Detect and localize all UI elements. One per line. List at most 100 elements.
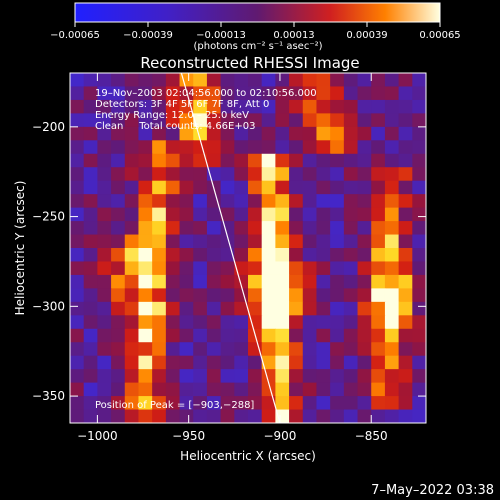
heatmap-cell	[124, 113, 140, 128]
heatmap-cell	[261, 355, 276, 370]
heatmap-cell	[343, 369, 359, 384]
heatmap-cell	[371, 248, 386, 263]
heatmap-cell	[206, 396, 222, 411]
heatmap-cell	[302, 342, 318, 357]
heatmap-cell	[384, 153, 400, 168]
heatmap-cell	[220, 369, 235, 384]
heatmap-cell	[330, 396, 345, 411]
heatmap-cell	[343, 99, 359, 114]
heatmap-cell	[206, 221, 222, 236]
heatmap-cell	[398, 274, 413, 289]
heatmap-cell	[343, 382, 359, 397]
heatmap-cell	[384, 180, 400, 195]
heatmap-cell	[289, 396, 304, 411]
heatmap-cell	[124, 261, 140, 276]
heatmap-cell	[316, 248, 331, 263]
heatmap-cell	[193, 342, 208, 357]
heatmap-cell	[193, 207, 208, 222]
heatmap-cell	[302, 221, 318, 236]
heatmap-cell	[384, 113, 400, 128]
heatmap-cell	[261, 396, 276, 411]
heatmap-cell	[357, 301, 372, 316]
heatmap-cell	[275, 355, 290, 370]
heatmap-cell	[384, 73, 400, 88]
heatmap-cell	[384, 167, 400, 182]
heatmap-cell	[206, 153, 222, 168]
heatmap-cell	[384, 355, 400, 370]
colorbar-tick-label: −0.00013	[196, 30, 246, 41]
heatmap-cell	[124, 369, 140, 384]
heatmap-cell	[193, 99, 208, 114]
heatmap-cell	[248, 73, 263, 88]
heatmap-cell	[138, 99, 153, 114]
colorbar-tick-label: 0.00065	[419, 30, 460, 41]
heatmap-cell	[206, 301, 222, 316]
heatmap-cell	[70, 396, 85, 411]
heatmap-cell	[138, 315, 153, 330]
heatmap-cell	[302, 207, 318, 222]
heatmap-cell	[316, 86, 331, 101]
heatmap-cell	[371, 301, 386, 316]
heatmap-cell	[398, 342, 413, 357]
plot-frame	[69, 72, 427, 424]
heatmap-cell	[152, 126, 167, 141]
heatmap-cell	[124, 328, 140, 343]
heatmap-cell	[343, 248, 359, 263]
heatmap-cell	[138, 73, 153, 88]
heatmap-cell	[343, 194, 359, 209]
heatmap-cell	[248, 221, 263, 236]
heatmap-cell	[248, 126, 263, 141]
heatmap-cell	[179, 153, 194, 168]
heatmap-cell	[138, 409, 153, 423]
heatmap-cell	[70, 221, 85, 236]
heatmap-cell	[70, 140, 85, 155]
heatmap-cell	[111, 288, 126, 303]
heatmap-cell	[138, 234, 153, 249]
heatmap-cell	[371, 315, 386, 330]
heatmap-cell	[138, 113, 153, 128]
heatmap-cell	[357, 167, 372, 182]
heatmap-cell	[83, 73, 98, 88]
heatmap-cell	[97, 288, 112, 303]
heatmap-cell	[179, 234, 194, 249]
heatmap-cell	[111, 234, 126, 249]
heatmap-cell	[412, 99, 426, 114]
heatmap-cell	[70, 167, 85, 182]
heatmap-cell	[357, 261, 372, 276]
heatmap-cell	[206, 315, 222, 330]
heatmap-cell	[220, 261, 235, 276]
heatmap-cell	[357, 396, 372, 411]
heatmap-cell	[302, 301, 318, 316]
heatmap-cell	[384, 274, 400, 289]
heatmap-cell	[343, 140, 359, 155]
heatmap-cell	[289, 369, 304, 384]
heatmap-cell	[83, 396, 98, 411]
heatmap-cell	[152, 140, 167, 155]
heatmap-cell	[220, 194, 235, 209]
heatmap-cell	[138, 274, 153, 289]
heatmap-cell	[302, 396, 318, 411]
heatmap-cell	[289, 153, 304, 168]
heatmap-cell	[152, 342, 167, 357]
heatmap-cell	[234, 99, 249, 114]
heatmap-cell	[165, 342, 181, 357]
heatmap-cell	[70, 207, 85, 222]
heatmap-cell	[412, 73, 426, 88]
heatmap-cell	[343, 274, 359, 289]
heatmap-cell	[384, 99, 400, 114]
heatmap-cell	[316, 369, 331, 384]
heatmap-cell	[398, 328, 413, 343]
heatmap-cell	[193, 221, 208, 236]
heatmap-cell	[316, 153, 331, 168]
heatmap-cell	[316, 396, 331, 411]
x-tick-label: −850	[355, 429, 388, 443]
heatmap-cell	[275, 86, 290, 101]
heatmap-cell	[330, 355, 345, 370]
heatmap-cell	[193, 248, 208, 263]
heatmap-cell	[111, 409, 126, 423]
colorbar-units-label: (photons cm⁻² s⁻¹ asec⁻²)	[193, 41, 322, 52]
heatmap-image	[70, 73, 426, 423]
heatmap-cell	[412, 207, 426, 222]
heatmap-cell	[275, 234, 290, 249]
heatmap-cell	[83, 274, 98, 289]
